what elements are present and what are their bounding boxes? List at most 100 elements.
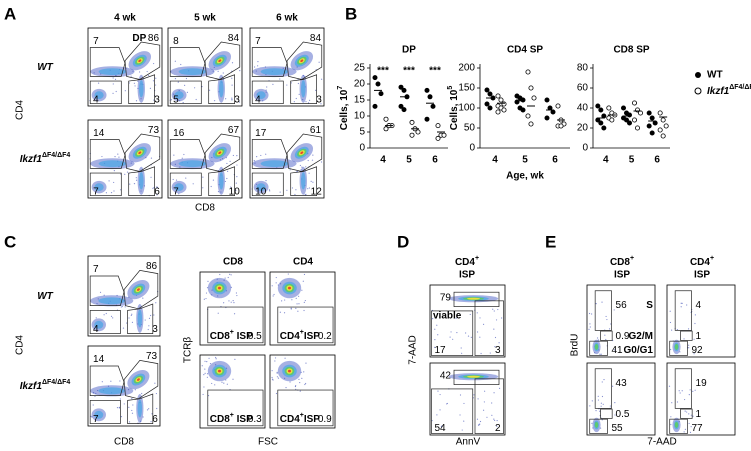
- event: [599, 410, 601, 412]
- event: [231, 77, 233, 79]
- gate: [286, 41, 323, 80]
- event: [99, 291, 102, 293]
- gate-value: 7: [93, 414, 99, 425]
- gate-value: 6: [152, 414, 158, 425]
- data-point: [606, 105, 612, 111]
- event: [681, 390, 683, 392]
- event: [489, 352, 491, 354]
- axis-label: CD8: [195, 203, 215, 214]
- event: [112, 92, 114, 94]
- event: [594, 352, 596, 354]
- event: [300, 371, 302, 373]
- event: [97, 82, 100, 84]
- axis-label: CD4: [15, 100, 26, 120]
- gate-label: CD8+ ISP: [210, 413, 253, 425]
- event: [236, 155, 238, 157]
- data-point: [544, 97, 550, 103]
- text-part: ISP: [304, 414, 320, 425]
- gate-value: 0.5: [616, 409, 630, 420]
- event: [600, 405, 602, 407]
- density: [218, 59, 222, 63]
- density: [217, 369, 222, 373]
- event: [113, 181, 115, 184]
- text-part: 7: [337, 86, 344, 90]
- density: [98, 387, 126, 395]
- event: [92, 404, 94, 406]
- event: [236, 176, 238, 178]
- event: [290, 307, 292, 309]
- event: [239, 70, 241, 72]
- text-part: ΔF4/ΔF4: [42, 379, 70, 386]
- x-tick-label: 5: [629, 155, 635, 166]
- density: [94, 183, 104, 191]
- event: [312, 154, 314, 156]
- event: [274, 357, 277, 359]
- event: [295, 307, 297, 309]
- event: [284, 357, 286, 359]
- chart-title: CD4 SP: [507, 45, 543, 56]
- event: [156, 186, 158, 188]
- row-label: WT: [37, 62, 53, 73]
- event: [276, 376, 279, 378]
- event: [484, 390, 486, 392]
- event: [320, 161, 323, 163]
- event: [172, 178, 174, 181]
- gate: [89, 365, 125, 396]
- data-point: [525, 113, 531, 119]
- event: [130, 314, 132, 317]
- event: [297, 310, 299, 312]
- event: [177, 81, 179, 83]
- event: [298, 93, 300, 95]
- event: [155, 84, 157, 86]
- event: [684, 428, 686, 431]
- gate: [251, 47, 288, 77]
- event: [206, 361, 208, 363]
- data-point: [427, 94, 433, 100]
- gate-value: 41: [611, 345, 623, 356]
- event: [151, 413, 153, 415]
- column-header: ISP: [614, 270, 630, 281]
- event: [498, 342, 500, 344]
- density: [138, 151, 142, 155]
- event: [461, 429, 463, 431]
- event: [279, 191, 281, 193]
- event: [600, 402, 603, 404]
- event: [282, 67, 284, 69]
- event: [436, 414, 438, 416]
- density: [98, 160, 127, 168]
- gate: [600, 330, 613, 341]
- gate-value: 1: [696, 409, 702, 420]
- event: [140, 420, 142, 422]
- event: [131, 321, 134, 323]
- density: [178, 160, 207, 168]
- event: [491, 402, 493, 404]
- y-axis-label: Cells, 107: [337, 86, 349, 131]
- gate-label: viable: [433, 311, 462, 322]
- gate: [251, 172, 284, 197]
- event: [224, 277, 226, 279]
- event: [434, 346, 436, 348]
- event: [262, 100, 264, 102]
- event: [236, 164, 238, 166]
- chart-title: CD8 SP: [613, 45, 649, 56]
- event: [195, 98, 197, 101]
- event: [112, 83, 114, 85]
- gate-value: 54: [435, 423, 447, 434]
- event: [230, 301, 232, 303]
- event: [296, 66, 298, 68]
- data-point: [601, 113, 607, 119]
- text-part: +: [475, 255, 479, 262]
- event: [233, 302, 235, 304]
- event: [295, 97, 297, 100]
- event: [207, 394, 210, 397]
- text-part: ISP: [304, 331, 320, 342]
- event: [688, 394, 690, 396]
- event: [601, 419, 603, 421]
- event: [295, 388, 297, 390]
- gate-value: 4: [93, 324, 99, 335]
- data-point: [528, 121, 534, 127]
- event: [293, 101, 295, 103]
- text-part: 5: [447, 86, 454, 90]
- data-point: [660, 117, 666, 123]
